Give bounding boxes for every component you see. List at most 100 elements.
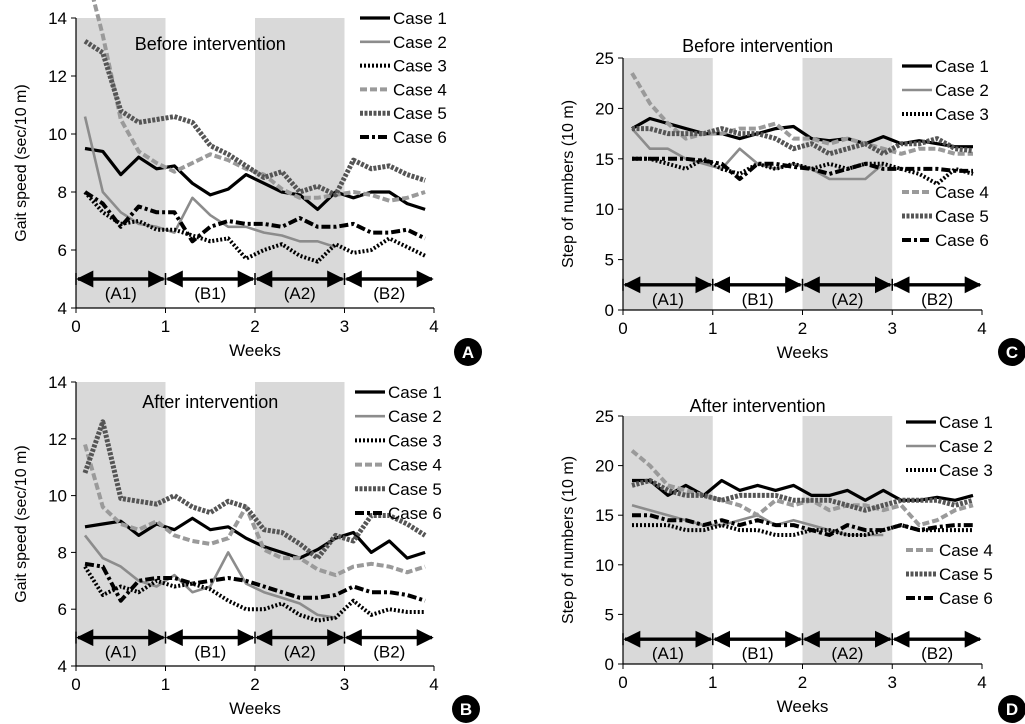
phase-shade-1 [76, 18, 166, 308]
panel-badge [454, 338, 482, 366]
legend-label: Case 6 [939, 589, 993, 608]
x-tick-label: 3 [340, 675, 349, 694]
legend-label: Case 3 [393, 57, 447, 76]
phase-label: (B2) [921, 290, 953, 309]
panel-badge-letter: D [1006, 700, 1018, 719]
y-tick-label: 6 [58, 241, 67, 260]
x-tick-label: 0 [71, 317, 80, 336]
phase-shade-2 [802, 416, 893, 664]
y-axis-label: Gait speed (sec/10 m) [13, 84, 30, 241]
legend-label: Case 5 [393, 104, 447, 123]
y-tick-label: 5 [605, 605, 614, 624]
phase-label: (A2) [284, 284, 316, 303]
x-axis-label: Weeks [777, 343, 829, 362]
series-line-case-1 [84, 516, 426, 560]
phase-shade-2 [802, 58, 893, 310]
legend-label: Case 4 [935, 183, 989, 202]
series-line-case-6 [84, 561, 426, 603]
series-line-case-2 [631, 127, 885, 181]
y-tick-label: 14 [48, 9, 67, 28]
x-axis-label: Weeks [229, 341, 281, 360]
phase-label: (B1) [742, 290, 774, 309]
chart-title: After intervention [142, 392, 278, 412]
y-axis-label: Step of numbers (10 m) [560, 100, 577, 268]
phase-label: (B1) [194, 643, 226, 662]
phase-label: (A2) [831, 644, 863, 663]
panel-badge-letter: C [1006, 343, 1018, 362]
legend-label: Case 1 [935, 57, 989, 76]
y-tick-label: 25 [595, 49, 614, 68]
y-tick-label: 8 [58, 543, 67, 562]
series-line-case-2 [83, 116, 336, 249]
x-tick-label: 3 [888, 673, 897, 692]
y-tick-label: 14 [48, 373, 67, 392]
y-tick-label: 12 [48, 430, 67, 449]
legend-label: Case 1 [393, 9, 447, 28]
y-tick-label: 5 [605, 251, 614, 270]
legend-label: Case 5 [935, 207, 989, 226]
y-tick-label: 0 [605, 655, 614, 674]
phase-label: (B2) [373, 643, 405, 662]
x-tick-label: 1 [708, 673, 717, 692]
panel-badge [998, 695, 1025, 723]
x-tick-label: 2 [798, 673, 807, 692]
chart-title: Before intervention [682, 36, 833, 56]
legend-label: Case 5 [388, 480, 442, 499]
series-line-case-5 [82, 419, 427, 561]
series-line-case-6 [632, 513, 973, 537]
x-tick-label: 3 [340, 317, 349, 336]
chart-panel-d: 0 5 10 15 20 25 0 1 2 3 4 Weeks Step of numbers (10 … [560, 396, 1025, 723]
series-line-case-4 [83, 443, 426, 578]
legend-label: Case 3 [935, 105, 989, 124]
phase-label: (B1) [742, 644, 774, 663]
phase-label: (A1) [105, 284, 137, 303]
phase-label: (A2) [284, 643, 316, 662]
x-tick-label: 2 [798, 319, 807, 338]
legend-label: Case 2 [388, 407, 442, 426]
y-tick-label: 12 [48, 67, 67, 86]
x-tick-label: 0 [618, 319, 627, 338]
y-tick-label: 8 [58, 183, 67, 202]
phase-shade-1 [623, 58, 713, 310]
series-line-case-5 [83, 39, 426, 198]
y-tick-label: 10 [595, 556, 614, 575]
legend-label: Case 4 [388, 456, 442, 475]
panel-badge [452, 695, 480, 723]
legend-label: Case 3 [939, 461, 993, 480]
legend-label: Case 2 [935, 81, 989, 100]
legend-label: Case 1 [939, 413, 993, 432]
series-line-case-3 [83, 190, 426, 264]
chart-panel-c: 0 5 10 15 20 25 0 1 2 3 4 Weeks Step of numbers (10 … [560, 36, 1025, 366]
x-tick-label: 4 [977, 319, 986, 338]
y-tick-label: 25 [595, 407, 614, 426]
phase-label: (A1) [652, 644, 684, 663]
y-tick-label: 4 [58, 299, 67, 318]
phase-shade-1 [623, 416, 713, 664]
legend-label: Case 1 [388, 383, 442, 402]
phase-shade-2 [255, 18, 345, 308]
x-tick-label: 1 [708, 319, 717, 338]
x-tick-label: 4 [429, 675, 438, 694]
series-line-case-3 [83, 565, 426, 623]
legend-label: Case 5 [939, 565, 993, 584]
y-tick-label: 10 [48, 487, 67, 506]
x-tick-label: 2 [250, 317, 259, 336]
y-tick-label: 20 [595, 457, 614, 476]
phase-label: (A1) [652, 290, 684, 309]
x-tick-label: 1 [161, 675, 170, 694]
legend-label: Case 6 [388, 504, 442, 523]
series-line-case-6 [632, 156, 973, 181]
y-tick-label: 15 [595, 506, 614, 525]
series-line-case-5 [632, 126, 974, 157]
x-tick-label: 2 [250, 675, 259, 694]
legend-label: Case 4 [939, 541, 993, 560]
chart-title: Before intervention [135, 34, 286, 54]
y-axis-label: Gait speed (sec/10 m) [13, 445, 30, 602]
phase-label: (B1) [194, 284, 226, 303]
panel-badge-letter: A [462, 343, 474, 362]
series-line-case-5 [631, 478, 974, 513]
series-line-case-6 [83, 190, 426, 244]
